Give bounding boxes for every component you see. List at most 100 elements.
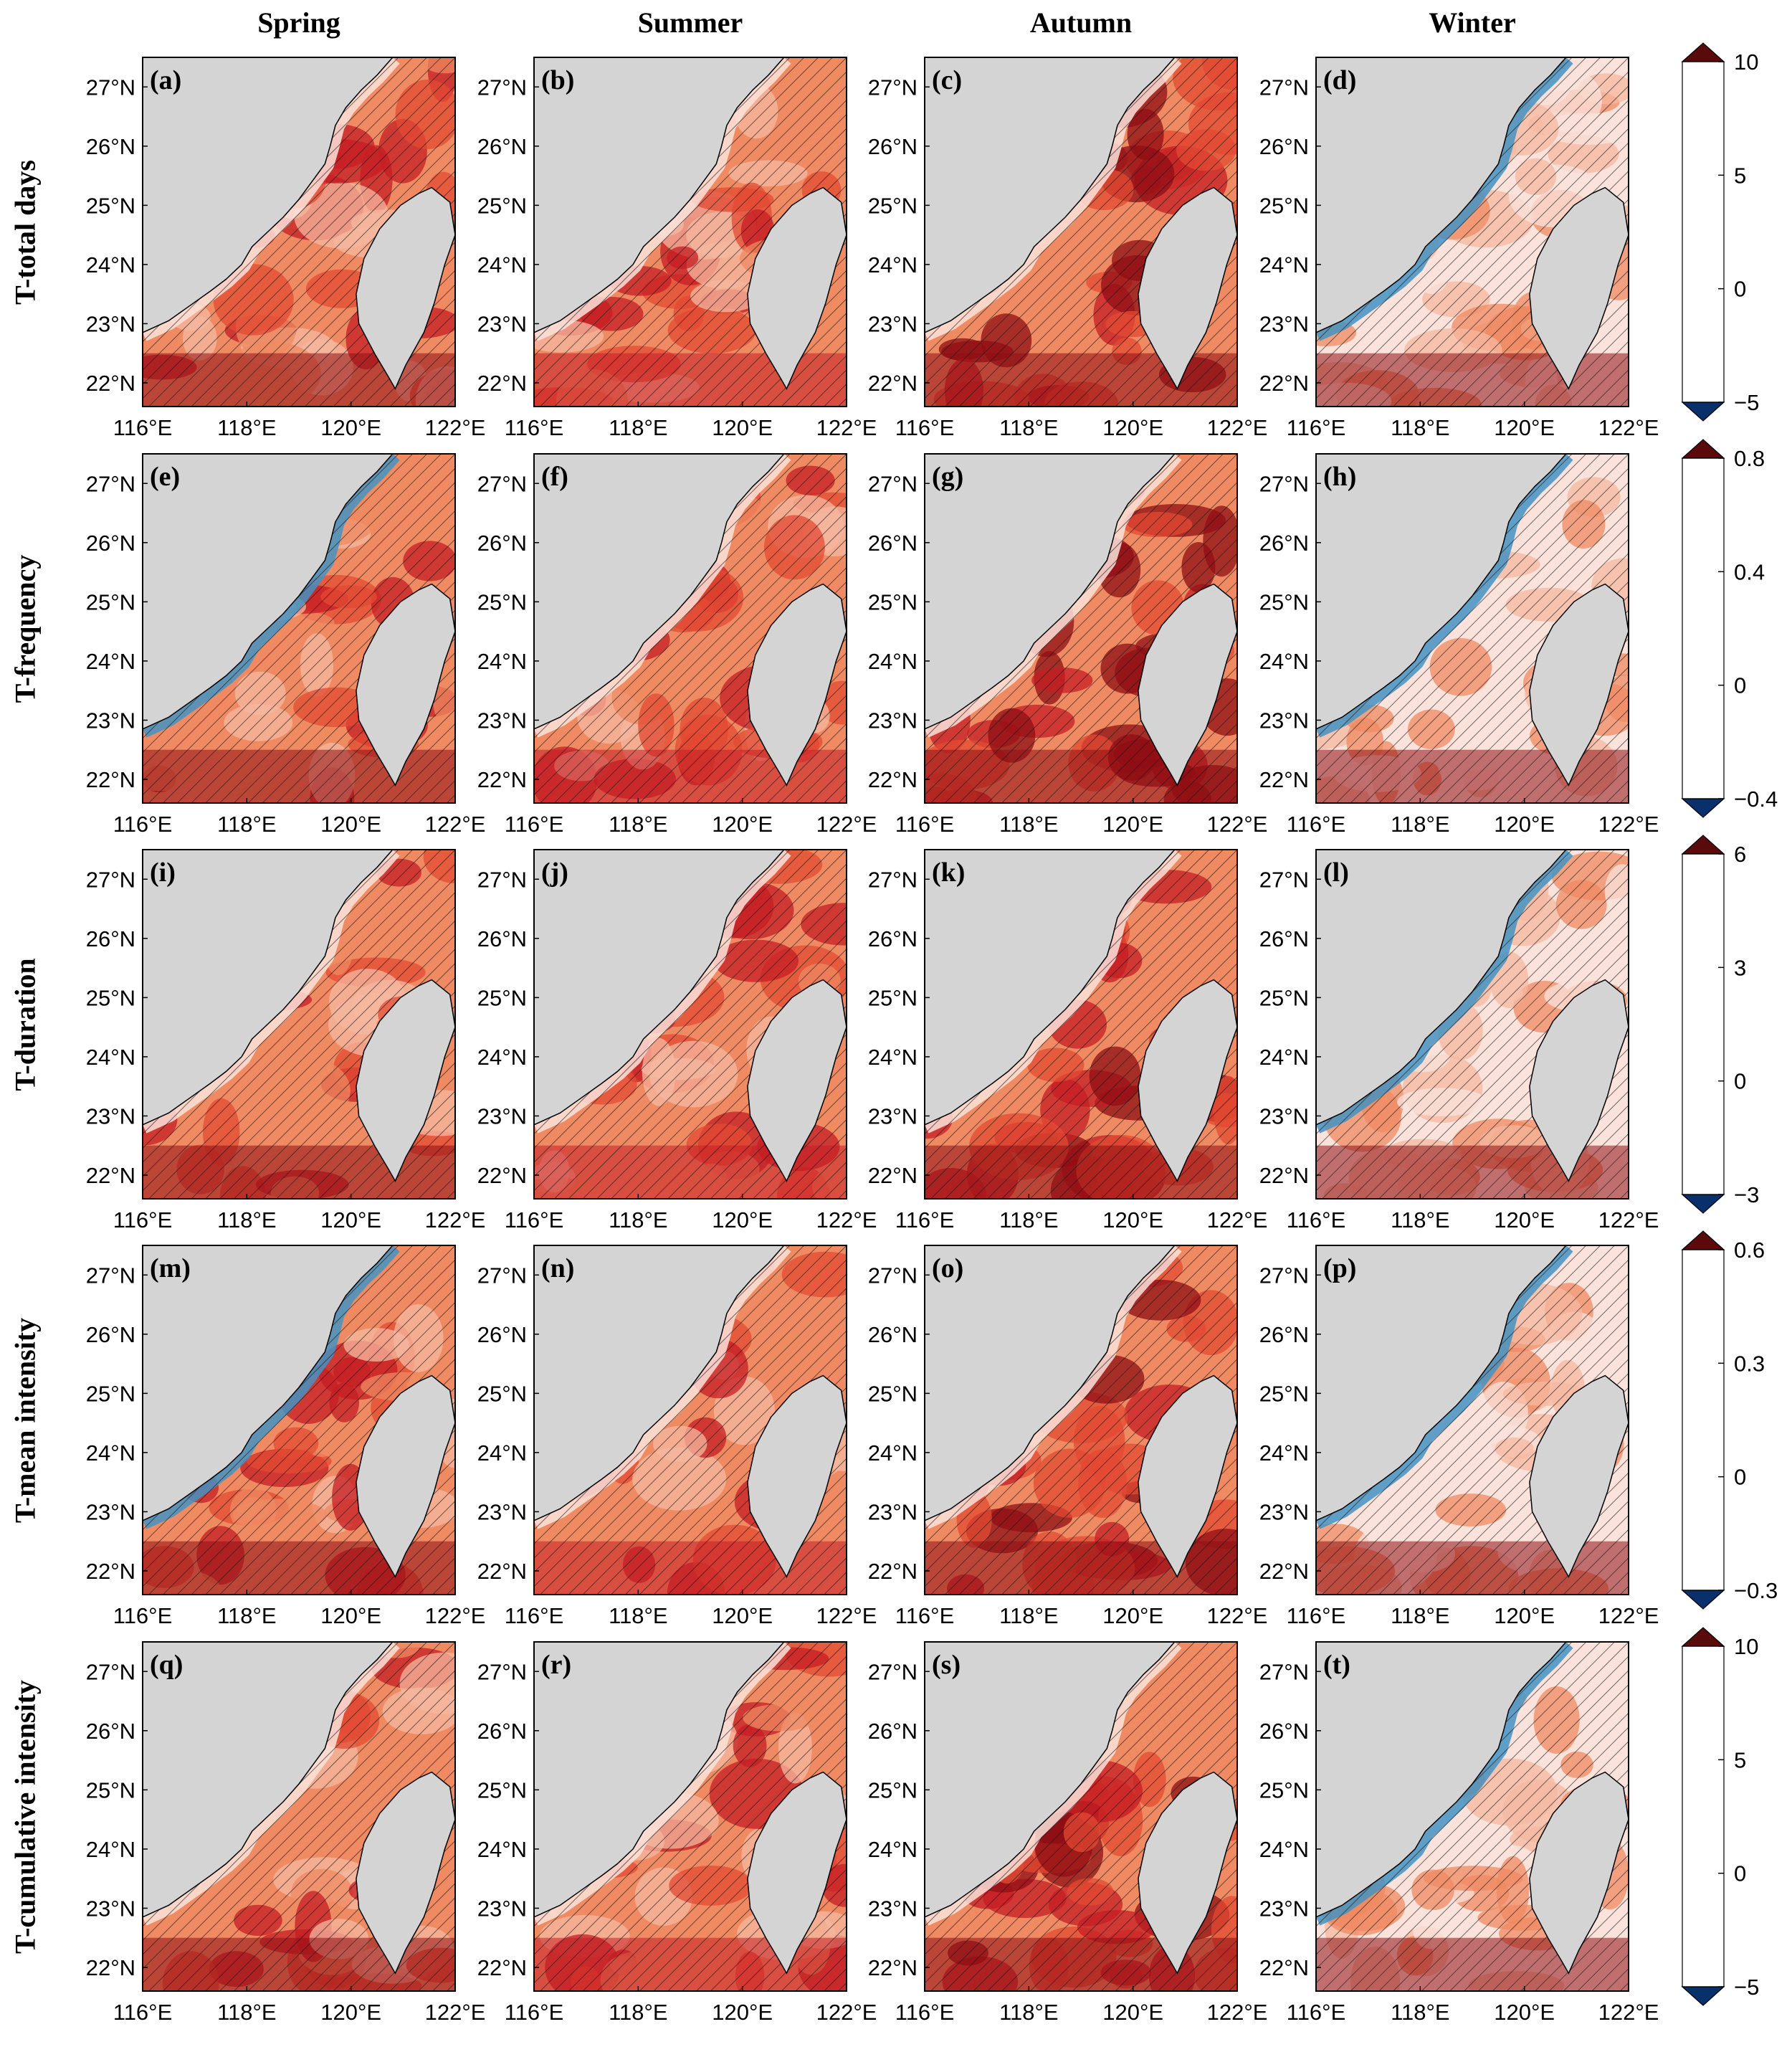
taiwan-island xyxy=(1138,1374,1237,1578)
panel-label: (o) xyxy=(932,1253,963,1283)
colorbar-frame xyxy=(1682,1645,1725,1987)
y-tick-label: 25°N xyxy=(477,589,527,614)
y-tick-label: 25°N xyxy=(868,1777,918,1803)
y-tick-label: 24°N xyxy=(477,1440,527,1466)
x-tick-label: 116°E xyxy=(113,812,173,837)
y-tick-label: 26°N xyxy=(477,531,527,556)
taiwan-island xyxy=(747,1374,847,1578)
y-tick-label: 25°N xyxy=(868,985,918,1010)
map-svg: (l) 27°N 26°N 25°N 24°N 23°N 22°N 116°E 118°E 120… xyxy=(1259,849,1659,1233)
y-tick-label: 24°N xyxy=(1259,252,1309,277)
y-tick-label: 24°N xyxy=(86,649,135,674)
y-tick-label: 24°N xyxy=(1259,649,1309,674)
colorbar-tick-label: −5 xyxy=(1734,390,1759,415)
colorbar-extend-max xyxy=(1681,1230,1725,1250)
colorbar: 0.8 0.4 0 −0.4 xyxy=(1681,439,1778,821)
colorbar-extend-min xyxy=(1681,1986,1725,2006)
y-tick-label: 27°N xyxy=(477,1659,527,1684)
taiwan-island xyxy=(356,583,455,787)
map-svg: (s) 27°N 26°N 25°N 24°N 23°N 22°N 116°E 118°E 120… xyxy=(868,1641,1267,2025)
taiwan-island xyxy=(1138,1771,1237,1975)
panel-label: (r) xyxy=(541,1650,571,1680)
mainland xyxy=(534,57,785,333)
map-panel: (r) 27°N 26°N 25°N 24°N 23°N 22°N 116°E 118°E 120… xyxy=(477,1641,877,2025)
colorbar-tick-label: 3 xyxy=(1734,955,1746,980)
mainland xyxy=(143,850,394,1126)
x-tick-label: 118°E xyxy=(609,2000,668,2025)
y-tick-label: 23°N xyxy=(868,311,918,336)
panel-label: (e) xyxy=(150,462,180,492)
panel-label: (q) xyxy=(150,1650,183,1680)
x-tick-label: 118°E xyxy=(609,812,668,837)
map-frame xyxy=(533,1641,847,1992)
y-tick-label: 23°N xyxy=(868,1896,918,1921)
y-tick-label: 24°N xyxy=(868,1045,918,1070)
x-tick-label: 120°E xyxy=(1102,812,1163,837)
y-tick-label: 27°N xyxy=(477,75,527,100)
x-tick-label: 118°E xyxy=(217,1207,277,1233)
colorbar-svg: 6 3 0 −3 xyxy=(1681,835,1759,1214)
panel-label: (n) xyxy=(541,1253,574,1283)
map-frame xyxy=(1315,1245,1629,1595)
colorbar-svg: 10 5 0 −5 xyxy=(1681,42,1759,422)
map-svg: (b) 27°N 26°N 25°N 24°N 23°N 22°N 116°E 118°E 120… xyxy=(477,57,877,440)
x-tick-label: 120°E xyxy=(1494,812,1555,837)
map-panel: (f) 27°N 26°N 25°N 24°N 23°N 22°N 116°E 118°E 120… xyxy=(477,453,877,837)
x-tick-label: 116°E xyxy=(113,1207,173,1233)
y-tick-label: 24°N xyxy=(1259,1045,1309,1070)
y-tick-label: 26°N xyxy=(1259,1322,1309,1347)
y-tick-label: 24°N xyxy=(86,1045,135,1070)
taiwan-island xyxy=(1529,186,1629,390)
y-tick-label: 27°N xyxy=(86,471,135,496)
x-tick-label: 122°E xyxy=(1207,1603,1268,1628)
map-frame xyxy=(142,453,456,804)
x-tick-label: 118°E xyxy=(1391,2000,1450,2025)
x-tick-label: 120°E xyxy=(320,2000,381,2025)
map-frame xyxy=(1315,453,1629,804)
x-tick-label: 116°E xyxy=(113,1603,173,1628)
x-tick-label: 122°E xyxy=(1598,2000,1659,2025)
panel-label: (b) xyxy=(541,65,574,95)
taiwan-island xyxy=(1529,1374,1629,1578)
colorbar-tick-label: 0 xyxy=(1734,277,1746,302)
y-tick-label: 24°N xyxy=(477,649,527,674)
y-tick-label: 27°N xyxy=(1259,75,1309,100)
panel-label: (i) xyxy=(150,858,176,888)
map-svg: (o) 27°N 26°N 25°N 24°N 23°N 22°N 116°E 118°E 120… xyxy=(868,1245,1267,1628)
map-frame xyxy=(533,1245,847,1595)
map-svg: (k) 27°N 26°N 25°N 24°N 23°N 22°N 116°E 118°E 120… xyxy=(868,849,1267,1233)
y-tick-label: 22°N xyxy=(1259,1559,1309,1584)
y-tick-label: 25°N xyxy=(477,1777,527,1803)
column-title: Winter xyxy=(1429,6,1516,39)
colorbar: 0.6 0.3 0 −0.3 xyxy=(1681,1230,1778,1613)
row-title-text: T-total days xyxy=(9,159,42,305)
x-tick-label: 120°E xyxy=(320,415,381,440)
y-tick-label: 27°N xyxy=(86,75,135,100)
y-tick-label: 26°N xyxy=(86,926,135,951)
y-tick-label: 22°N xyxy=(477,1559,527,1584)
map-frame xyxy=(142,1245,456,1595)
y-tick-label: 26°N xyxy=(1259,134,1309,159)
colorbar: 10 5 0 −5 xyxy=(1681,42,1759,424)
x-tick-label: 122°E xyxy=(816,1207,877,1233)
y-tick-label: 27°N xyxy=(86,1659,135,1684)
x-tick-label: 122°E xyxy=(1598,1603,1659,1628)
taiwan-island xyxy=(356,186,455,390)
mainland xyxy=(925,454,1176,730)
x-tick-label: 116°E xyxy=(1287,1207,1346,1233)
colorbar-svg: 0.6 0.3 0 −0.3 xyxy=(1681,1230,1778,1610)
x-tick-label: 122°E xyxy=(425,415,486,440)
taiwan-island xyxy=(1138,583,1237,787)
map-panel: (g) 27°N 26°N 25°N 24°N 23°N 22°N 116°E 118°E 120… xyxy=(868,453,1267,837)
x-tick-label: 118°E xyxy=(609,1207,668,1233)
y-tick-label: 26°N xyxy=(86,1322,135,1347)
x-tick-label: 118°E xyxy=(609,415,668,440)
panel-label: (c) xyxy=(932,65,962,95)
mainland xyxy=(1316,1642,1567,1918)
mainland xyxy=(925,1245,1176,1521)
y-tick-label: 25°N xyxy=(1259,193,1309,218)
y-tick-label: 25°N xyxy=(1259,1777,1309,1803)
row-title: T-frequency xyxy=(0,454,50,803)
mainland xyxy=(925,57,1176,333)
map-frame xyxy=(533,849,847,1200)
